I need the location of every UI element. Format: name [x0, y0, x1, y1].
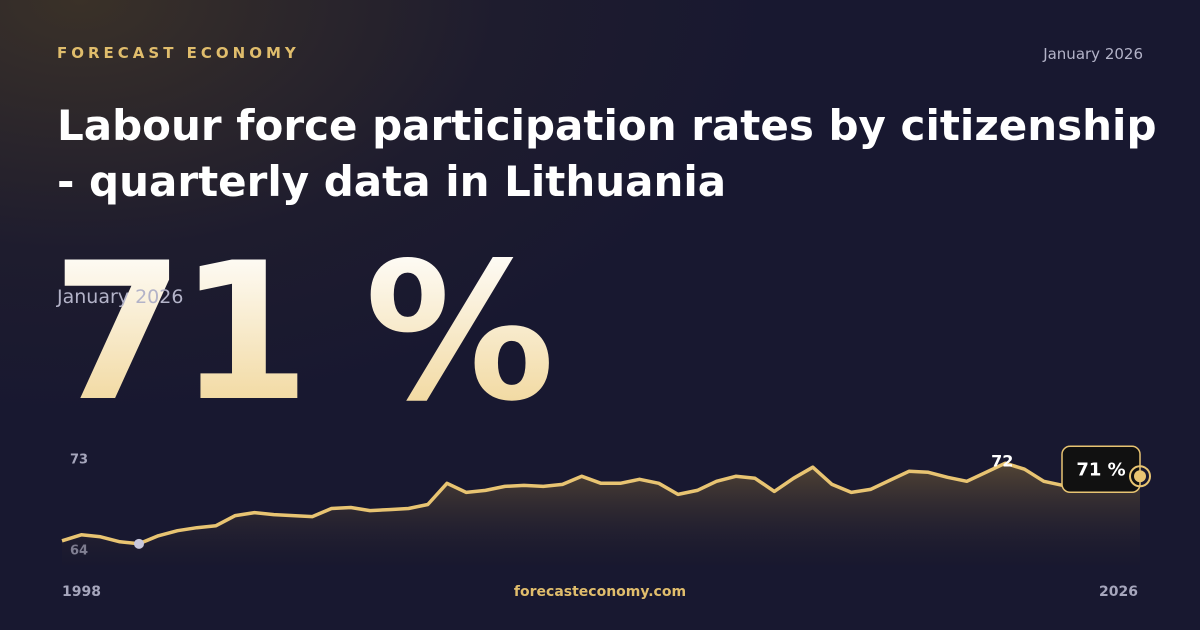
chart-title: Labour force participation rates by citi…: [57, 101, 1157, 206]
last-point: [1134, 470, 1146, 483]
line: [61, 461, 1141, 546]
headline-date: January 2026: [57, 286, 184, 308]
area: [62, 463, 1140, 565]
badge: [1061, 445, 1141, 494]
last-ring: [1129, 465, 1151, 488]
badge-label: 71 %: [1076, 459, 1125, 480]
x-tick-label: 2026: [1099, 584, 1138, 600]
date: January 2026: [1043, 45, 1143, 63]
x-tick-label: 1998: [62, 584, 101, 600]
min-point: [134, 538, 144, 549]
y-tick-label: 73: [70, 453, 88, 468]
headline: 71 %: [52, 222, 555, 443]
site: forecasteconomy.com: [513, 584, 687, 600]
brand: FORECAST ECONOMY: [57, 44, 300, 62]
peak-label: 72: [991, 452, 1013, 471]
